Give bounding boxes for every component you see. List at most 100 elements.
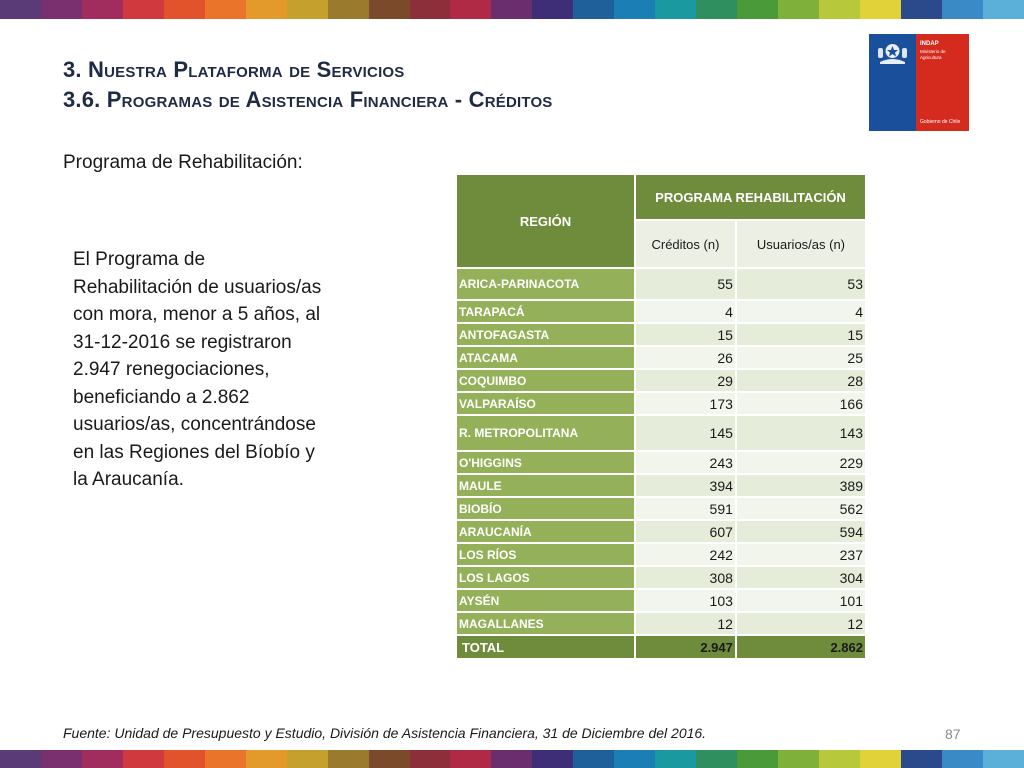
table-row: MAGALLANES 12 12	[455, 611, 868, 636]
usuarios-cell: 28	[734, 368, 868, 393]
region-cell: BIOBÍO	[455, 496, 636, 521]
stripe-segment	[81, 0, 123, 19]
stripe-segment	[204, 750, 246, 768]
logo-blue-panel	[869, 34, 916, 131]
stripe-segment	[737, 750, 779, 768]
stripe-segment	[122, 0, 164, 19]
stripe-segment	[941, 0, 983, 19]
stripe-segment	[163, 0, 205, 19]
table-row: O'HIGGINS 243 229	[455, 450, 868, 475]
rehabilitation-table: REGIÓN PROGRAMA REHABILITACIÓN Créditos …	[455, 173, 868, 660]
usuarios-cell: 562	[734, 496, 868, 521]
stripe-segment	[409, 750, 451, 768]
region-cell: VALPARAÍSO	[455, 391, 636, 416]
usuarios-cell: 237	[734, 542, 868, 567]
source-note: Fuente: Unidad de Presupuesto y Estudio,…	[63, 725, 707, 741]
region-cell: LOS RÍOS	[455, 542, 636, 567]
creditos-cell: 394	[634, 473, 737, 498]
table-row: COQUIMBO 29 28	[455, 368, 868, 393]
region-cell: AYSÉN	[455, 588, 636, 613]
stripe-segment	[368, 750, 410, 768]
stripe-segment	[286, 0, 328, 19]
stripe-segment	[0, 0, 41, 19]
creditos-cell: 15	[634, 322, 737, 347]
region-cell: ATACAMA	[455, 345, 636, 370]
title-line-2: 3.6. Programas de Asistencia Financiera …	[63, 87, 553, 112]
creditos-cell: 607	[634, 519, 737, 544]
stripe-segment	[778, 750, 820, 768]
stripe-segment	[819, 750, 861, 768]
total-label: TOTAL	[455, 634, 636, 660]
region-cell: MAGALLANES	[455, 611, 636, 636]
table-row: BIOBÍO 591 562	[455, 496, 868, 521]
creditos-cell: 26	[634, 345, 737, 370]
region-cell: O'HIGGINS	[455, 450, 636, 475]
stripe-segment	[532, 750, 574, 768]
stripe-segment	[532, 0, 574, 19]
table-row: TARAPACÁ 4 4	[455, 299, 868, 324]
table-row: ARAUCANÍA 607 594	[455, 519, 868, 544]
region-cell: R. METROPOLITANA	[455, 414, 636, 452]
logo-government: Gobierno de Chile	[920, 119, 961, 125]
total-usuarios: 2.862	[734, 634, 868, 660]
page-title: 3. Nuestra Plataforma de Servicios 3.6. …	[63, 55, 553, 115]
usuarios-cell: 15	[734, 322, 868, 347]
region-cell: ARAUCANÍA	[455, 519, 636, 544]
stripe-segment	[286, 750, 328, 768]
description-paragraph: El Programa de Rehabilitación de usuario…	[73, 249, 322, 490]
logo-ministry: Ministerio de Agricultura	[920, 49, 946, 60]
stripe-segment	[655, 750, 697, 768]
stripe-segment	[491, 750, 533, 768]
usuarios-cell: 229	[734, 450, 868, 475]
stripe-segment	[163, 750, 205, 768]
stripe-segment	[573, 0, 615, 19]
usuarios-cell: 25	[734, 345, 868, 370]
stripe-segment	[204, 0, 246, 19]
stripe-segment	[982, 0, 1024, 19]
stripe-segment	[0, 750, 41, 768]
table-row: R. METROPOLITANA 145 143	[455, 414, 868, 452]
stripe-segment	[327, 0, 369, 19]
stripe-segment	[245, 0, 287, 19]
table-row: AYSÉN 103 101	[455, 588, 868, 613]
stripe-segment	[327, 750, 369, 768]
usuarios-column-header: Usuarios/as (n)	[734, 219, 868, 269]
creditos-cell: 243	[634, 450, 737, 475]
creditos-cell: 173	[634, 391, 737, 416]
indap-logo: INDAP Ministerio de Agricultura Gobierno…	[869, 34, 969, 131]
region-cell: TARAPACÁ	[455, 299, 636, 324]
creditos-cell: 55	[634, 267, 737, 301]
usuarios-cell: 4	[734, 299, 868, 324]
table-row: ANTOFAGASTA 15 15	[455, 322, 868, 347]
region-cell: COQUIMBO	[455, 368, 636, 393]
section-subtitle: Programa de Rehabilitación:	[63, 152, 303, 173]
stripe-segment	[941, 750, 983, 768]
stripe-segment	[81, 750, 123, 768]
region-cell: ARICA-PARINACOTA	[455, 267, 636, 301]
stripe-segment	[696, 0, 738, 19]
table-row: LOS LAGOS 308 304	[455, 565, 868, 590]
usuarios-cell: 166	[734, 391, 868, 416]
stripe-segment	[573, 750, 615, 768]
table-row: ATACAMA 26 25	[455, 345, 868, 370]
stripe-segment	[450, 750, 492, 768]
logo-name: INDAP	[920, 41, 939, 47]
creditos-cell: 103	[634, 588, 737, 613]
table-row: LOS RÍOS 242 237	[455, 542, 868, 567]
stripe-segment	[696, 750, 738, 768]
logo-red-panel: INDAP Ministerio de Agricultura Gobierno…	[916, 34, 969, 131]
program-header: PROGRAMA REHABILITACIÓN	[634, 173, 867, 221]
creditos-cell: 242	[634, 542, 737, 567]
stripe-segment	[900, 0, 942, 19]
creditos-cell: 29	[634, 368, 737, 393]
stripe-segment	[409, 0, 451, 19]
stripe-segment	[40, 0, 82, 19]
usuarios-cell: 304	[734, 565, 868, 590]
stripe-segment	[737, 0, 779, 19]
region-cell: LOS LAGOS	[455, 565, 636, 590]
region-column-header: REGIÓN	[455, 173, 636, 269]
stripe-segment	[450, 0, 492, 19]
table-row: ARICA-PARINACOTA 55 53	[455, 267, 868, 301]
usuarios-cell: 53	[734, 267, 868, 301]
stripe-segment	[819, 0, 861, 19]
